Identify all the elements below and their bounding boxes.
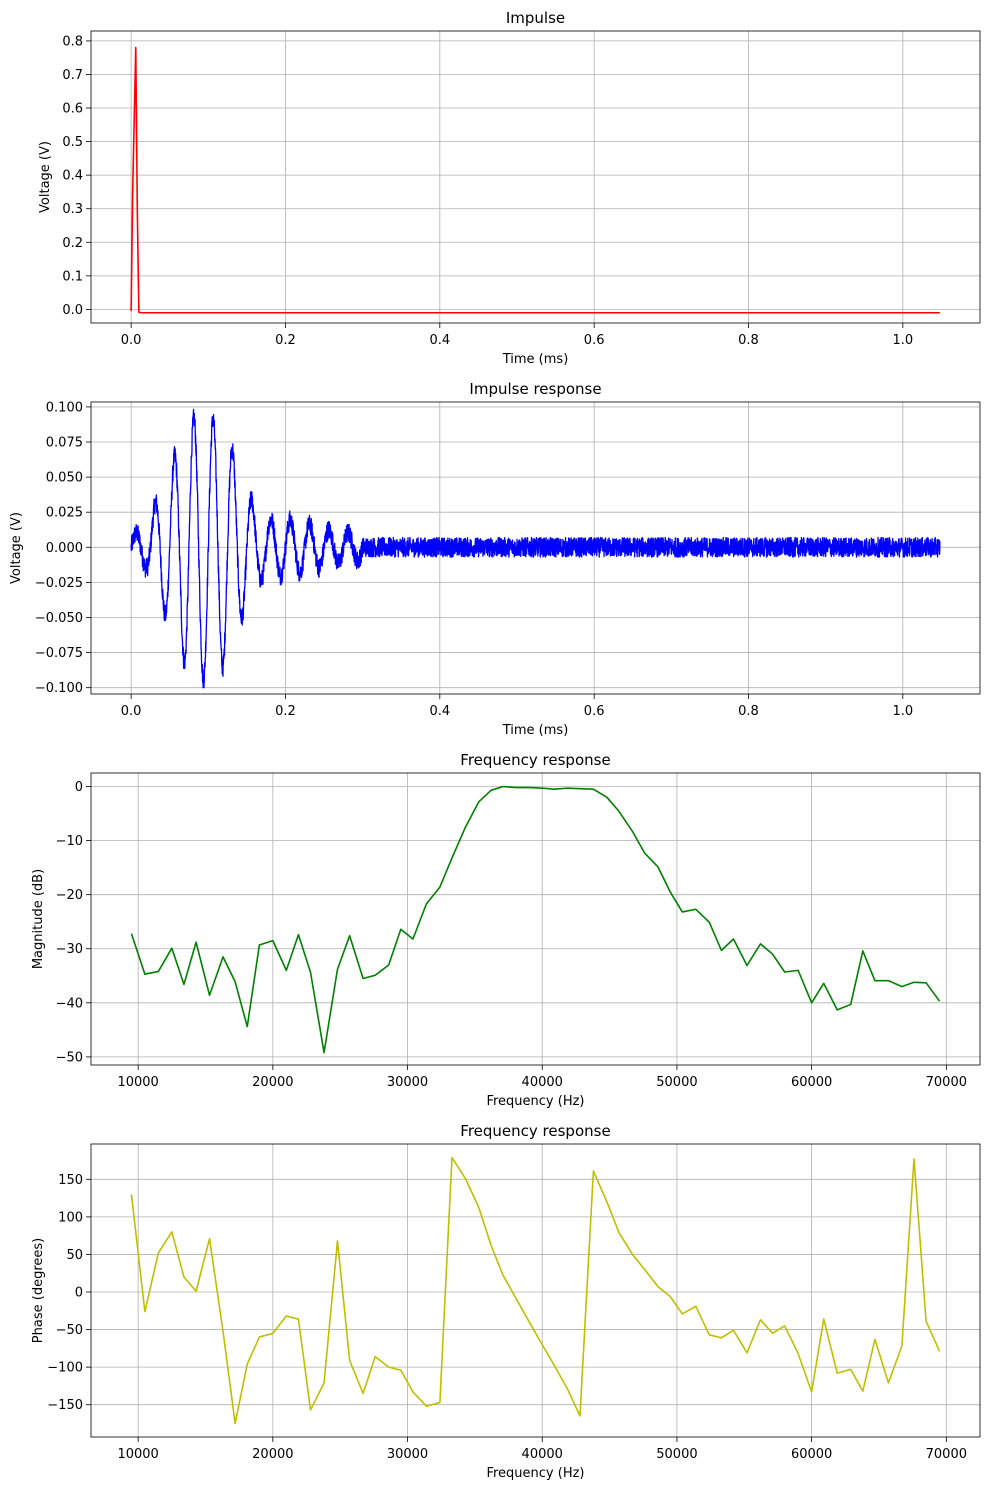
y-tick-label: −40 <box>56 996 83 1011</box>
y-tick-label: 0.5 <box>62 135 83 150</box>
y-tick-label: −50 <box>56 1323 83 1338</box>
x-tick-label: 0.8 <box>738 704 759 719</box>
x-tick-label: 0.6 <box>584 333 605 348</box>
x-axis-label: Time (ms) <box>502 723 569 738</box>
x-tick-label: 60000 <box>791 1075 832 1090</box>
y-tick-label: −0.100 <box>35 681 83 696</box>
x-tick-label: 0.4 <box>429 704 450 719</box>
x-tick-label: 30000 <box>387 1075 428 1090</box>
y-tick-label: 150 <box>58 1173 83 1188</box>
chart-panel-4: 10000 20000 30000 40000 50000 60000 70000 −150 −… <box>31 1122 981 1481</box>
x-tick-label: 70000 <box>926 1447 967 1462</box>
chart-panel-2: 0.0 0.2 0.4 0.6 0.8 1.0 −0.100 −0.075 −0.050 −0.0… <box>9 380 981 738</box>
x-tick-label: 20000 <box>252 1447 293 1462</box>
chart-title: Impulse <box>506 9 565 27</box>
plot-frame <box>90 401 981 695</box>
x-tick-label: 0.4 <box>429 333 450 348</box>
x-tick-label: 10000 <box>117 1447 158 1462</box>
y-axis-label: Voltage (V) <box>9 512 24 584</box>
x-tick-label: 20000 <box>252 1075 293 1090</box>
x-tick-label: 40000 <box>522 1075 563 1090</box>
x-tick-label: 0.6 <box>584 704 605 719</box>
data-series-line <box>130 785 941 1054</box>
x-tick-label: 0.2 <box>275 704 296 719</box>
data-series-line <box>130 46 940 314</box>
y-tick-label: 0.100 <box>46 400 83 415</box>
y-tick-label: 0.025 <box>46 506 83 521</box>
y-tick-label: −20 <box>56 888 83 903</box>
plot-frame <box>90 1143 981 1438</box>
y-tick-label: 0.8 <box>62 34 83 49</box>
chart-panel-3: 10000 20000 30000 40000 50000 60000 70000 −50 −4… <box>31 751 981 1109</box>
y-tick-label: −0.025 <box>35 576 83 591</box>
chart-title: Frequency response <box>460 1122 610 1140</box>
y-tick-label: −0.050 <box>35 611 83 626</box>
y-tick-label: −10 <box>56 834 83 849</box>
x-tick-label: 1.0 <box>892 333 913 348</box>
x-tick-label: 1.0 <box>892 704 913 719</box>
y-axis-label: Phase (degrees) <box>31 1238 46 1343</box>
y-tick-label: 0 <box>75 1286 83 1301</box>
y-tick-label: 0.000 <box>46 541 83 556</box>
y-tick-label: 50 <box>66 1248 83 1263</box>
chart-panel-1: 0.0 0.2 0.4 0.6 0.8 1.0 0.0 0.1 0.2 0.3 0.4 0.5 0.6 0… <box>38 9 981 367</box>
y-tick-label: 0.0 <box>62 303 83 318</box>
x-tick-label: 50000 <box>656 1075 697 1090</box>
y-tick-label: 0.1 <box>62 269 83 284</box>
y-axis-label: Magnitude (dB) <box>31 869 46 969</box>
y-tick-label: 0.050 <box>46 471 83 486</box>
x-tick-label: 70000 <box>926 1075 967 1090</box>
x-tick-label: 50000 <box>656 1447 697 1462</box>
x-axis-label: Frequency (Hz) <box>486 1094 584 1109</box>
x-axis-label: Frequency (Hz) <box>486 1466 584 1481</box>
y-tick-label: −50 <box>56 1050 83 1065</box>
x-tick-label: 0.2 <box>275 333 296 348</box>
y-tick-label: 0.4 <box>62 169 83 184</box>
x-tick-label: 10000 <box>117 1075 158 1090</box>
y-tick-label: −0.075 <box>35 646 83 661</box>
x-tick-label: 30000 <box>387 1447 428 1462</box>
x-tick-label: 0.8 <box>738 333 759 348</box>
x-tick-label: 0.0 <box>121 704 142 719</box>
chart-title: Frequency response <box>460 751 610 769</box>
plot-frame <box>90 30 981 324</box>
x-tick-label: 60000 <box>791 1447 832 1462</box>
y-tick-label: 100 <box>58 1210 83 1225</box>
data-series-line <box>130 1156 941 1425</box>
y-tick-label: 0.3 <box>62 202 83 217</box>
y-axis-label: Voltage (V) <box>38 141 53 213</box>
y-tick-label: 0.2 <box>62 236 83 251</box>
y-tick-label: −100 <box>47 1361 83 1376</box>
data-series-line <box>130 408 941 689</box>
chart-title: Impulse response <box>469 380 601 398</box>
plot-frame <box>90 772 981 1066</box>
y-tick-label: 0.7 <box>62 68 83 83</box>
x-tick-label: 40000 <box>522 1447 563 1462</box>
y-tick-label: −30 <box>56 942 83 957</box>
y-tick-label: −150 <box>47 1398 83 1413</box>
x-axis-label: Time (ms) <box>502 352 569 367</box>
y-tick-label: 0 <box>75 780 83 795</box>
x-tick-label: 0.0 <box>121 333 142 348</box>
y-tick-label: 0.6 <box>62 102 83 117</box>
y-tick-label: 0.075 <box>46 436 83 451</box>
